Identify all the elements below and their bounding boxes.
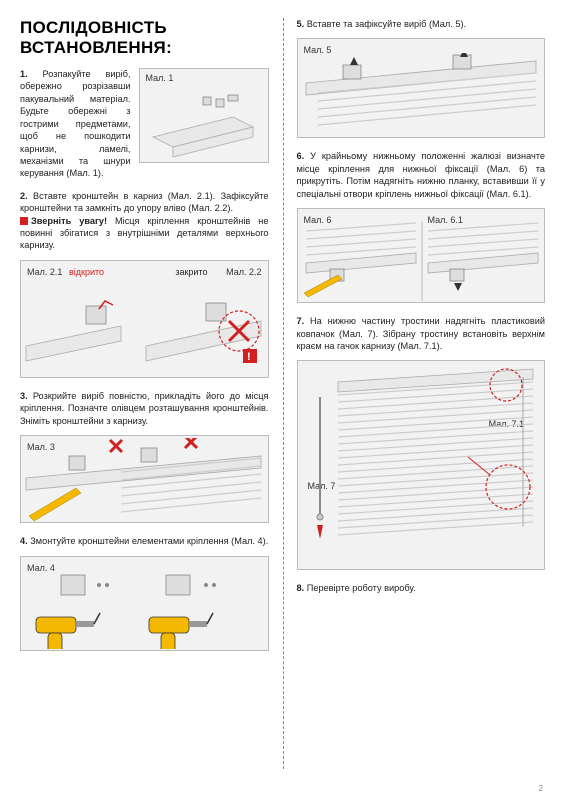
step7-body: На нижню частину тростини надягніть плас… bbox=[297, 316, 546, 351]
step7-text: 7. На нижню частину тростини надягніть п… bbox=[297, 315, 546, 352]
figure-4: Мал. 4 bbox=[20, 556, 269, 651]
step1-text: 1. Розпакуйте виріб, обережно розрізавши… bbox=[20, 68, 131, 180]
step8-text: 8. Перевірте роботу виробу. bbox=[297, 582, 546, 594]
figure-3: Мал. 3 bbox=[20, 435, 269, 523]
fig2-21-label: Мал. 2.1 bbox=[27, 267, 62, 277]
step6-text: 6. У крайньому нижньому положенні жалюзі… bbox=[297, 150, 546, 200]
column-divider bbox=[283, 18, 284, 769]
step5-body: Вставте та зафіксуйте виріб (Мал. 5). bbox=[304, 19, 466, 29]
fig2-closed-label: закрито bbox=[175, 267, 207, 277]
step1-num: 1. bbox=[20, 69, 28, 79]
fig3-illustration bbox=[21, 438, 269, 522]
figure-5: Мал. 5 bbox=[297, 38, 546, 138]
step2-text: 2. Вставте кронштейн в карниз (Мал. 2.1)… bbox=[20, 190, 269, 252]
right-column: 5. Вставте та зафіксуйте виріб (Мал. 5).… bbox=[283, 18, 546, 789]
figure-2: Мал. 2.1 відкрито закрито Мал. 2.2 ! bbox=[20, 260, 269, 378]
fig6-illustration bbox=[298, 221, 546, 301]
step4-num: 4. bbox=[20, 536, 28, 546]
step8-body: Перевірте роботу виробу. bbox=[304, 583, 415, 593]
svg-text:!: ! bbox=[247, 351, 251, 363]
step2-num: 2. bbox=[20, 191, 28, 201]
step4-body: Змонтуйте кронштейни елементами кріпленн… bbox=[28, 536, 269, 546]
step1-row: 1. Розпакуйте виріб, обережно розрізавши… bbox=[20, 68, 269, 180]
step3-text: 3. Розкрийте виріб повністю, прикладіть … bbox=[20, 390, 269, 427]
step4-text: 4. Змонтуйте кронштейни елементами кріпл… bbox=[20, 535, 269, 547]
figure-6: Мал. 6 Мал. 6.1 bbox=[297, 208, 546, 303]
warning-label: Зверніть увагу! bbox=[31, 216, 107, 226]
fig7-illustration bbox=[298, 367, 546, 567]
figure-7: Мал. 7 Мал. 7.1 bbox=[297, 360, 546, 570]
fig5-illustration bbox=[298, 53, 546, 135]
left-column: ПОСЛІДОВНІСТЬ ВСТАНОВЛЕННЯ: 1. Розпакуйт… bbox=[20, 18, 283, 789]
page-number: 2 bbox=[539, 784, 543, 793]
step5-text: 5. Вставте та зафіксуйте виріб (Мал. 5). bbox=[297, 18, 546, 30]
step2-body: Вставте кронштейн в карниз (Мал. 2.1). З… bbox=[20, 191, 269, 213]
warning-icon bbox=[20, 217, 28, 225]
fig1-label: Мал. 1 bbox=[146, 73, 174, 83]
fig2-illustration: ! bbox=[21, 281, 269, 376]
page-title: ПОСЛІДОВНІСТЬ ВСТАНОВЛЕННЯ: bbox=[20, 18, 269, 58]
figure-1: Мал. 1 bbox=[139, 68, 269, 163]
step6-body: У крайньому нижньому положенні жалюзі ви… bbox=[297, 151, 546, 198]
fig2-open-label: відкрито bbox=[69, 267, 104, 277]
fig2-22-label: Мал. 2.2 bbox=[226, 267, 261, 277]
step3-body: Розкрийте виріб повністю, прикладіть йог… bbox=[20, 391, 269, 426]
fig1-illustration bbox=[148, 87, 263, 157]
step3-num: 3. bbox=[20, 391, 28, 401]
step1-body: Розпакуйте виріб, обережно розрізавши па… bbox=[20, 69, 131, 178]
fig4-illustration bbox=[21, 567, 269, 649]
